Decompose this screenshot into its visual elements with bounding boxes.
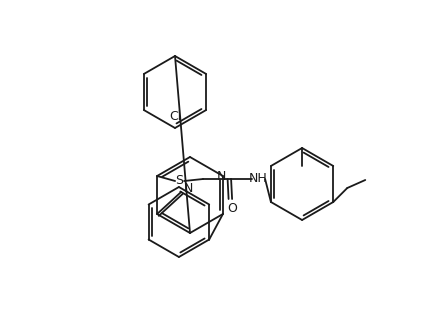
Text: NH: NH: [249, 173, 268, 186]
Text: S: S: [175, 175, 183, 187]
Text: O: O: [227, 203, 237, 215]
Text: Cl: Cl: [169, 110, 181, 123]
Text: N: N: [217, 170, 227, 184]
Text: N: N: [184, 181, 193, 194]
